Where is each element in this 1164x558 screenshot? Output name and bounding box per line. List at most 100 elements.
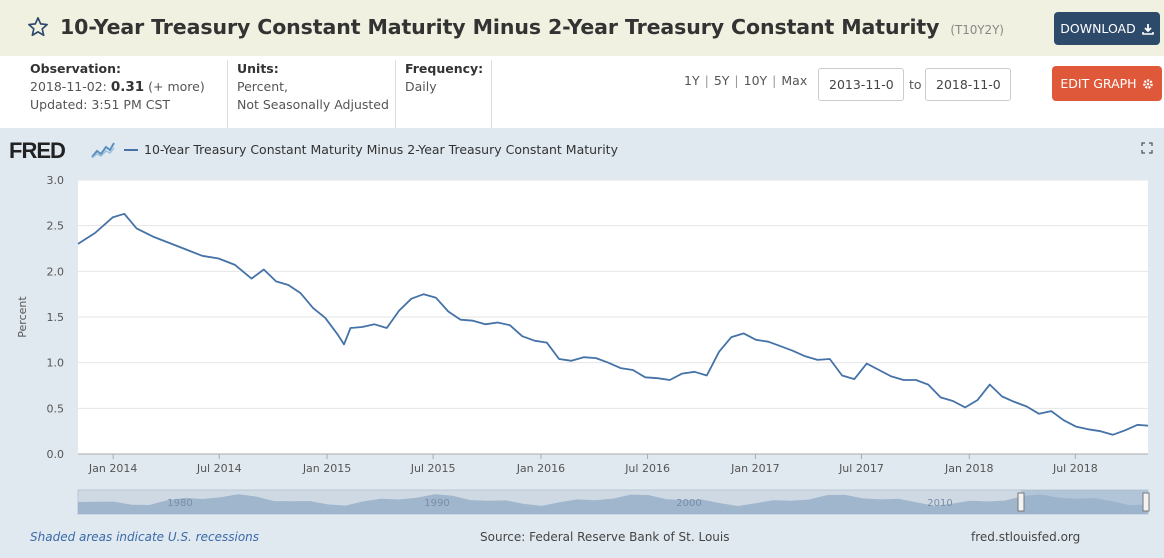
- data-point[interactable]: [372, 322, 377, 327]
- data-point[interactable]: [766, 339, 771, 344]
- data-point[interactable]: [630, 367, 635, 372]
- data-point[interactable]: [360, 324, 365, 329]
- data-point[interactable]: [397, 308, 402, 313]
- site-link[interactable]: fred.stlouisfed.org: [971, 530, 1081, 544]
- data-point[interactable]: [1098, 429, 1103, 434]
- download-button[interactable]: DOWNLOAD: [1054, 12, 1160, 45]
- data-point[interactable]: [110, 215, 115, 220]
- data-point[interactable]: [150, 234, 155, 239]
- data-point[interactable]: [458, 317, 463, 322]
- data-point[interactable]: [618, 366, 623, 371]
- data-point[interactable]: [495, 320, 500, 325]
- data-point[interactable]: [692, 369, 697, 374]
- data-point[interactable]: [298, 291, 303, 296]
- start-date-input[interactable]: [818, 68, 904, 101]
- data-point[interactable]: [249, 276, 254, 281]
- data-point[interactable]: [864, 361, 869, 366]
- end-date-input[interactable]: [925, 68, 1011, 101]
- data-point[interactable]: [926, 382, 931, 387]
- data-point[interactable]: [232, 262, 237, 267]
- data-point[interactable]: [790, 348, 795, 353]
- fullscreen-icon[interactable]: [1141, 142, 1153, 154]
- data-point[interactable]: [167, 240, 172, 245]
- data-point[interactable]: [803, 354, 808, 359]
- data-point[interactable]: [938, 395, 943, 400]
- data-point[interactable]: [999, 394, 1004, 399]
- data-point[interactable]: [975, 398, 980, 403]
- data-point[interactable]: [1110, 432, 1115, 437]
- data-point[interactable]: [335, 332, 340, 337]
- data-point[interactable]: [446, 309, 451, 314]
- data-point[interactable]: [183, 247, 188, 252]
- data-point[interactable]: [470, 318, 475, 323]
- data-point[interactable]: [1049, 408, 1054, 413]
- data-point[interactable]: [569, 358, 574, 363]
- data-point[interactable]: [913, 377, 918, 382]
- data-point[interactable]: [889, 374, 894, 379]
- data-point[interactable]: [643, 375, 648, 380]
- data-point[interactable]: [556, 356, 561, 361]
- data-point[interactable]: [1024, 404, 1029, 409]
- data-point[interactable]: [409, 296, 414, 301]
- series-line[interactable]: [77, 212, 1149, 436]
- line-chart[interactable]: 0.0 0.5 1.0 1.5 2.0 2.5 3.0 Jan 2014 Jul 2014 Jan…: [0, 170, 1164, 522]
- data-point[interactable]: [122, 211, 127, 216]
- data-point[interactable]: [963, 405, 968, 410]
- data-point[interactable]: [716, 349, 721, 354]
- data-point[interactable]: [827, 356, 832, 361]
- data-point[interactable]: [1135, 422, 1140, 427]
- data-point[interactable]: [507, 323, 512, 328]
- navigator-handle[interactable]: [1017, 492, 1025, 512]
- range-10y[interactable]: 10Y: [743, 73, 768, 88]
- data-point[interactable]: [704, 373, 709, 378]
- data-point[interactable]: [200, 253, 205, 258]
- data-point[interactable]: [520, 334, 525, 339]
- data-point[interactable]: [606, 360, 611, 365]
- data-point[interactable]: [1086, 427, 1091, 432]
- data-point[interactable]: [341, 342, 346, 347]
- data-point[interactable]: [216, 256, 221, 261]
- data-point[interactable]: [667, 377, 672, 382]
- data-point[interactable]: [581, 355, 586, 360]
- data-point[interactable]: [1123, 428, 1128, 433]
- data-point[interactable]: [273, 279, 278, 284]
- data-point[interactable]: [75, 241, 80, 246]
- star-icon[interactable]: [27, 16, 49, 38]
- data-point[interactable]: [92, 230, 97, 235]
- data-point[interactable]: [323, 315, 328, 320]
- data-point[interactable]: [1145, 423, 1150, 428]
- data-point[interactable]: [852, 377, 857, 382]
- range-1y[interactable]: 1Y: [684, 73, 700, 88]
- data-point[interactable]: [310, 305, 315, 310]
- data-point[interactable]: [348, 325, 353, 330]
- data-point[interactable]: [753, 337, 758, 342]
- data-point[interactable]: [261, 267, 266, 272]
- data-point[interactable]: [433, 295, 438, 300]
- data-point[interactable]: [680, 371, 685, 376]
- data-point[interactable]: [815, 357, 820, 362]
- data-point[interactable]: [655, 376, 660, 381]
- data-point[interactable]: [741, 331, 746, 336]
- data-point[interactable]: [1036, 411, 1041, 416]
- data-point[interactable]: [840, 373, 845, 378]
- data-point[interactable]: [729, 334, 734, 339]
- data-point[interactable]: [593, 356, 598, 361]
- data-point[interactable]: [1012, 399, 1017, 404]
- data-point[interactable]: [483, 322, 488, 327]
- data-point[interactable]: [421, 292, 426, 297]
- data-point[interactable]: [950, 398, 955, 403]
- data-point[interactable]: [1061, 418, 1066, 423]
- navigator-selection[interactable]: [1021, 490, 1148, 514]
- data-point[interactable]: [384, 325, 389, 330]
- data-point[interactable]: [987, 382, 992, 387]
- data-point[interactable]: [134, 226, 139, 231]
- data-point[interactable]: [901, 377, 906, 382]
- data-point[interactable]: [532, 338, 537, 343]
- observation-more-link[interactable]: (+ more): [148, 79, 205, 94]
- range-max[interactable]: Max: [781, 73, 808, 88]
- data-point[interactable]: [544, 340, 549, 345]
- data-point[interactable]: [778, 344, 783, 349]
- data-point[interactable]: [1073, 424, 1078, 429]
- data-point[interactable]: [286, 282, 291, 287]
- edit-graph-button[interactable]: EDIT GRAPH: [1052, 66, 1162, 101]
